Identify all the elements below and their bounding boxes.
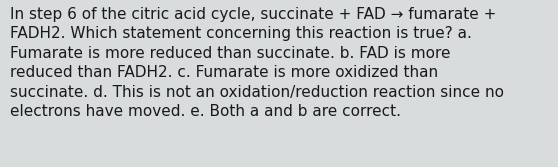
Text: In step 6 of the citric acid cycle, succinate + FAD → fumarate +
FADH2. Which st: In step 6 of the citric acid cycle, succ…	[10, 7, 504, 119]
